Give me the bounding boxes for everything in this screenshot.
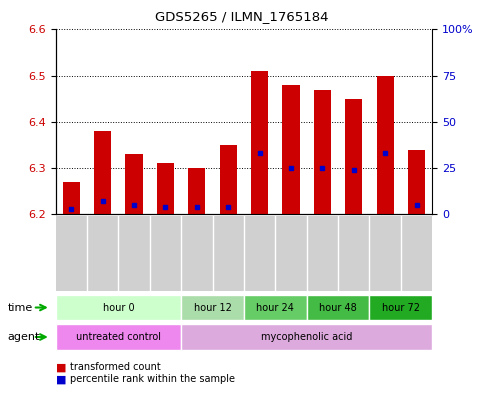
Bar: [408, 149, 425, 214]
Text: GDS5265 / ILMN_1765184: GDS5265 / ILMN_1765184: [155, 10, 328, 23]
Text: ■: ■: [56, 362, 66, 373]
Bar: [345, 99, 362, 214]
Text: hour 0: hour 0: [102, 303, 134, 312]
Bar: [220, 145, 237, 214]
Text: agent: agent: [7, 332, 40, 342]
Text: untreated control: untreated control: [76, 332, 161, 342]
Bar: [63, 182, 80, 214]
Bar: [377, 75, 394, 214]
Text: hour 12: hour 12: [194, 303, 231, 312]
Text: hour 72: hour 72: [382, 303, 420, 312]
Bar: [126, 154, 142, 214]
Text: transformed count: transformed count: [70, 362, 161, 373]
Text: ■: ■: [56, 374, 66, 384]
Text: time: time: [7, 303, 32, 312]
Bar: [188, 168, 205, 214]
Text: mycophenolic acid: mycophenolic acid: [261, 332, 353, 342]
Text: hour 24: hour 24: [256, 303, 294, 312]
Text: hour 48: hour 48: [319, 303, 357, 312]
Bar: [251, 71, 268, 214]
Bar: [94, 131, 111, 214]
Bar: [314, 90, 331, 214]
Bar: [283, 85, 299, 214]
Text: percentile rank within the sample: percentile rank within the sample: [70, 374, 235, 384]
Bar: [157, 163, 174, 214]
